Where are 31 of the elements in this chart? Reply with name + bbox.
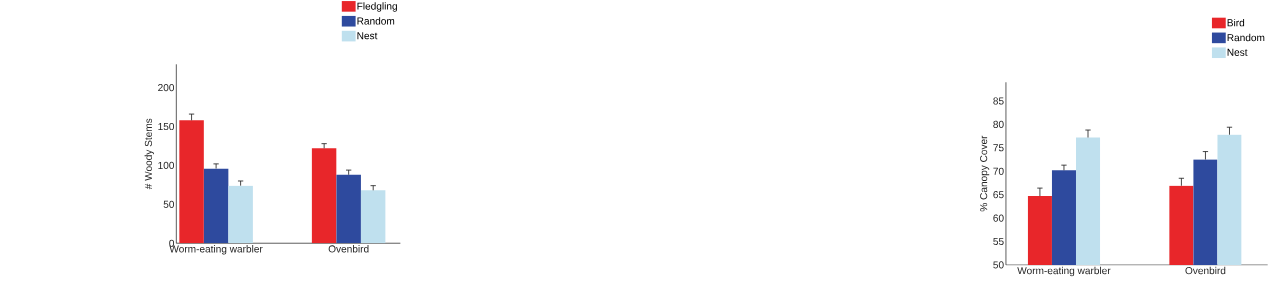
y-tick-label: 100 <box>158 161 175 169</box>
x-tick-label: Ovenbird <box>1185 266 1226 275</box>
bar <box>228 185 253 244</box>
legend-label: Nest <box>357 32 378 40</box>
y-tick-label: 200 <box>158 83 175 92</box>
y-tick-label: 50 <box>163 200 175 208</box>
y-tick-label: 70 <box>993 167 1004 175</box>
legend-label: Random <box>357 17 395 25</box>
y-tick-label: 75 <box>993 144 1004 152</box>
y-tick-label: 80 <box>993 120 1004 128</box>
x-tick-label: Ovenbird <box>328 244 369 253</box>
legend-label: Bird <box>1227 18 1245 27</box>
y-axis-title: % Canopy Cover <box>980 135 990 212</box>
legend-label: Nest <box>1227 48 1248 56</box>
y-tick-label: 0 <box>169 239 175 247</box>
y-tick-label: 50 <box>993 261 1004 269</box>
x-tick-label: Worm-eating warbler <box>169 244 263 255</box>
x-tick-label: Worm-eating warbler <box>1017 266 1111 277</box>
y-tick-label: 60 <box>993 214 1004 222</box>
legend-label: Fledgling <box>357 2 397 12</box>
y-tick-label: 85 <box>993 97 1004 105</box>
y-tick-label: 150 <box>158 122 175 130</box>
y-tick-label: 65 <box>993 190 1004 199</box>
bar <box>360 190 386 244</box>
bar <box>203 168 229 244</box>
bar <box>179 120 204 244</box>
bar <box>336 174 361 244</box>
bar <box>311 148 337 244</box>
y-tick-label: 55 <box>993 237 1004 245</box>
y-axis-title: # Woody Stems <box>144 118 154 190</box>
legend-label: Random <box>1227 33 1265 42</box>
